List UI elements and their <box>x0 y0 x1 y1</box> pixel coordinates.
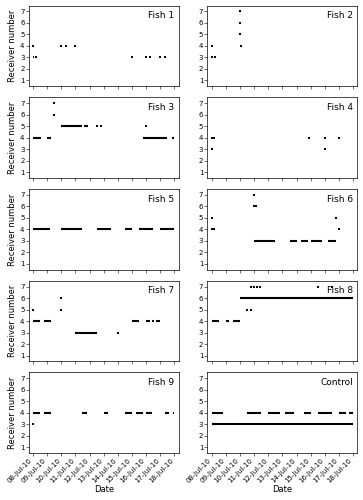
Text: Fish 9: Fish 9 <box>148 378 174 387</box>
Text: Fish 3: Fish 3 <box>148 103 174 112</box>
Text: Fish 7: Fish 7 <box>148 286 174 296</box>
Text: Fish 6: Fish 6 <box>327 194 353 203</box>
Text: Fish 1: Fish 1 <box>148 11 174 20</box>
Y-axis label: Receiver number: Receiver number <box>8 376 17 449</box>
Y-axis label: Receiver number: Receiver number <box>8 285 17 358</box>
Y-axis label: Receiver number: Receiver number <box>8 10 17 82</box>
Text: Fish 8: Fish 8 <box>327 286 353 296</box>
X-axis label: Date: Date <box>272 486 293 494</box>
Text: Fish 5: Fish 5 <box>148 194 174 203</box>
Text: Control: Control <box>320 378 353 387</box>
X-axis label: Date: Date <box>94 486 114 494</box>
Text: Fish 4: Fish 4 <box>327 103 353 112</box>
Text: Fish 2: Fish 2 <box>327 11 353 20</box>
Y-axis label: Receiver number: Receiver number <box>8 102 17 174</box>
Y-axis label: Receiver number: Receiver number <box>8 193 17 266</box>
